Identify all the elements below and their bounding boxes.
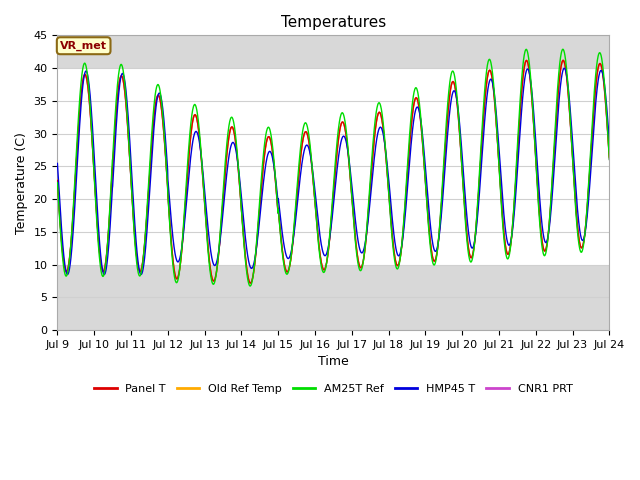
Line: Panel T: Panel T <box>58 60 609 283</box>
HMP45 T <box>208 253 216 259</box>
Panel T <box>246 280 254 286</box>
Panel T <box>207 272 215 277</box>
CNR1 PRT <box>559 58 567 63</box>
HMP45 T <box>54 160 61 166</box>
Panel T <box>362 242 369 248</box>
Old Ref Temp <box>494 144 502 149</box>
Old Ref Temp <box>246 280 254 286</box>
Panel T <box>54 178 61 183</box>
Y-axis label: Temperature (C): Temperature (C) <box>15 132 28 234</box>
HMP45 T <box>605 140 613 145</box>
Old Ref Temp <box>349 213 357 219</box>
HMP45 T <box>560 65 568 71</box>
HMP45 T <box>137 272 145 277</box>
Old Ref Temp <box>207 272 215 277</box>
AM25T Ref <box>54 180 61 186</box>
AM25T Ref <box>573 216 580 222</box>
Panel T <box>573 211 580 216</box>
AM25T Ref <box>559 47 566 52</box>
Line: Old Ref Temp: Old Ref Temp <box>58 60 609 283</box>
Old Ref Temp <box>54 177 61 182</box>
AM25T Ref <box>349 216 357 222</box>
Title: Temperatures: Temperatures <box>281 15 386 30</box>
HMP45 T <box>362 239 369 244</box>
AM25T Ref <box>362 240 369 246</box>
Legend: Panel T, Old Ref Temp, AM25T Ref, HMP45 T, CNR1 PRT: Panel T, Old Ref Temp, AM25T Ref, HMP45 … <box>90 379 577 398</box>
Line: HMP45 T: HMP45 T <box>58 68 609 275</box>
CNR1 PRT <box>54 180 61 185</box>
CNR1 PRT <box>349 215 357 221</box>
Panel T <box>605 155 613 160</box>
Panel T <box>559 58 567 63</box>
AM25T Ref <box>246 283 254 289</box>
Panel T <box>349 214 357 219</box>
CNR1 PRT <box>246 280 254 286</box>
CNR1 PRT <box>557 64 564 70</box>
AM25T Ref <box>207 276 215 282</box>
Old Ref Temp <box>573 210 580 216</box>
AM25T Ref <box>605 156 613 162</box>
HMP45 T <box>557 80 564 85</box>
Old Ref Temp <box>605 154 613 159</box>
X-axis label: Time: Time <box>318 355 349 369</box>
Panel T <box>494 144 502 150</box>
Old Ref Temp <box>557 65 564 71</box>
AM25T Ref <box>494 145 502 151</box>
Old Ref Temp <box>362 242 369 248</box>
CNR1 PRT <box>207 273 215 278</box>
Text: VR_met: VR_met <box>60 41 107 51</box>
CNR1 PRT <box>573 212 580 218</box>
HMP45 T <box>349 199 357 204</box>
CNR1 PRT <box>605 156 613 162</box>
Old Ref Temp <box>559 58 567 63</box>
CNR1 PRT <box>362 240 369 246</box>
HMP45 T <box>573 193 580 199</box>
Line: CNR1 PRT: CNR1 PRT <box>58 60 609 283</box>
CNR1 PRT <box>494 146 502 152</box>
HMP45 T <box>494 131 502 137</box>
AM25T Ref <box>557 53 564 59</box>
Panel T <box>557 65 564 71</box>
Bar <box>58 68 609 264</box>
Line: AM25T Ref: AM25T Ref <box>58 49 609 286</box>
